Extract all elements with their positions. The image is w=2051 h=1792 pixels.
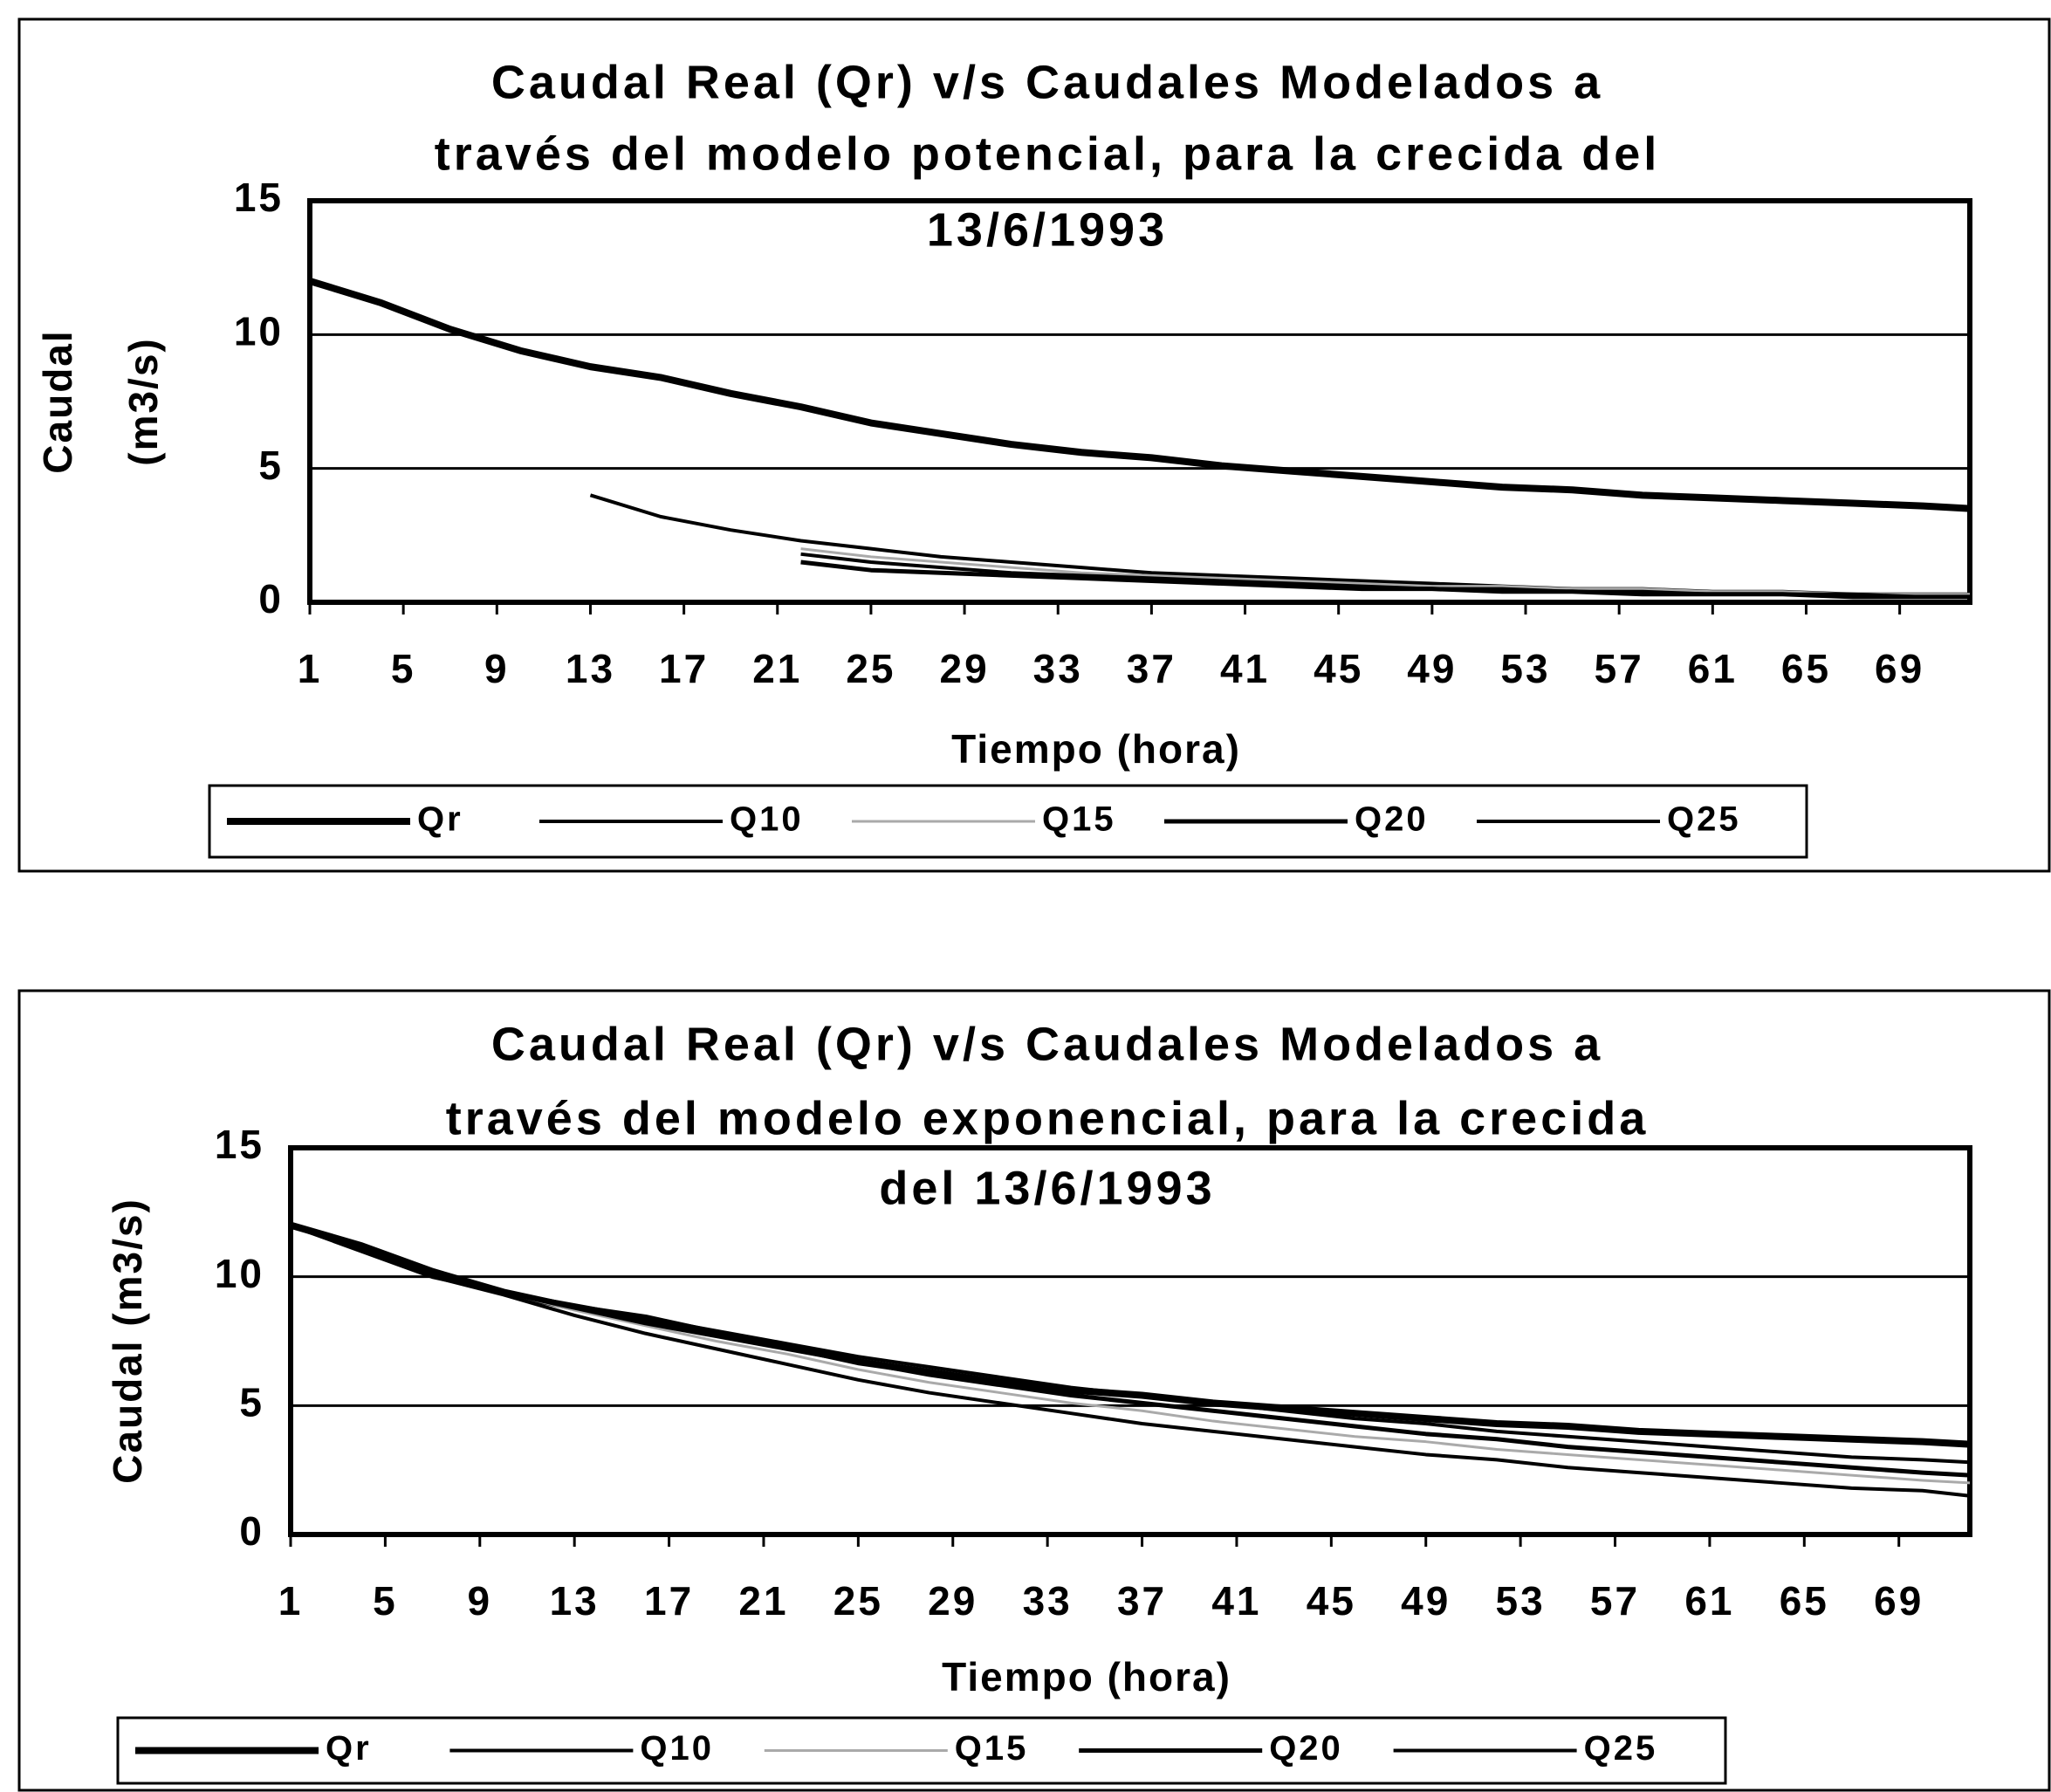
- plot-border: [288, 1145, 1972, 1537]
- x-tick-label: 61: [1684, 1578, 1734, 1624]
- plot-border: [307, 198, 1972, 605]
- y-tick-label: 10: [234, 308, 284, 354]
- series-line: [800, 552, 1970, 599]
- x-tick-label: 69: [1875, 646, 1924, 691]
- series-line: [800, 547, 1970, 596]
- legend-label: Q15: [1042, 800, 1116, 839]
- y-tick-label: 15: [234, 175, 284, 220]
- y-axis-label: Caudal (m3/s): [105, 1198, 150, 1484]
- x-tick-label: 25: [846, 646, 895, 691]
- legend-label: Q20: [1269, 1729, 1343, 1768]
- y-tick-label: 5: [258, 443, 284, 488]
- series-line: [289, 1221, 1971, 1448]
- x-axis-label: Tiempo (hora): [942, 1654, 1231, 1699]
- legend-label: Qr: [326, 1729, 372, 1768]
- x-tick-label: 29: [939, 646, 989, 691]
- x-tick-label: 69: [1874, 1578, 1924, 1624]
- x-tick-label: 49: [1401, 1578, 1451, 1624]
- x-tick-label: 49: [1407, 646, 1457, 691]
- x-tick-label: 57: [1590, 1578, 1640, 1624]
- x-tick-label: 33: [1033, 646, 1083, 691]
- chart-title: Caudal Real (Qr) v/s Caudales Modelados …: [491, 1018, 1603, 1070]
- x-tick-label: 65: [1781, 646, 1831, 691]
- x-tick-label: 37: [1127, 646, 1176, 691]
- x-tick-label: 33: [1023, 1578, 1073, 1624]
- chart-frame: [17, 989, 2051, 1792]
- x-tick-label: 53: [1500, 646, 1550, 691]
- chart-frame: [17, 17, 2051, 873]
- legend-label: Q20: [1355, 800, 1429, 839]
- x-tick-label: 29: [928, 1578, 977, 1624]
- y-axis-label: Caudal: [35, 329, 80, 473]
- x-tick-label: 5: [373, 1578, 398, 1624]
- series-line: [290, 1223, 1971, 1498]
- y-tick-label: 15: [215, 1122, 264, 1167]
- chart-title: 13/6/1993: [927, 203, 1168, 256]
- x-tick-label: 57: [1595, 646, 1644, 691]
- x-tick-label: 5: [391, 646, 416, 691]
- x-tick-label: 9: [484, 646, 510, 691]
- y-tick-label: 5: [239, 1379, 264, 1425]
- x-tick-label: 45: [1314, 646, 1363, 691]
- x-tick-label: 13: [566, 646, 615, 691]
- legend-label: Q10: [730, 800, 804, 839]
- x-tick-label: 25: [833, 1578, 883, 1624]
- x-tick-label: 53: [1496, 1578, 1546, 1624]
- legend-label: Q25: [1667, 800, 1741, 839]
- x-tick-label: 1: [278, 1578, 304, 1624]
- x-tick-label: 21: [738, 1578, 788, 1624]
- x-tick-label: 41: [1211, 1578, 1261, 1624]
- legend-label: Q25: [1584, 1729, 1658, 1768]
- series-line: [308, 278, 1971, 512]
- y-tick-label: 0: [239, 1508, 264, 1554]
- series-line: [290, 1223, 1971, 1465]
- chart-title: través del modelo potencial, para la cre…: [435, 127, 1660, 180]
- y-tick-label: 0: [258, 576, 284, 621]
- x-tick-label: 17: [659, 646, 709, 691]
- y-axis-label: (m3/s): [120, 337, 166, 465]
- x-tick-label: 37: [1117, 1578, 1167, 1624]
- x-tick-label: 61: [1688, 646, 1738, 691]
- chart-title: Caudal Real (Qr) v/s Caudales Modelados …: [491, 56, 1603, 108]
- chart-title: del 13/6/1993: [879, 1162, 1215, 1214]
- chart-title: través del modelo exponencial, para la c…: [446, 1092, 1650, 1144]
- x-tick-label: 21: [752, 646, 802, 691]
- x-tick-label: 41: [1220, 646, 1270, 691]
- legend-label: Q10: [640, 1729, 714, 1768]
- series-line: [290, 1224, 1971, 1485]
- x-axis-label: Tiempo (hora): [951, 726, 1241, 772]
- x-tick-label: 9: [467, 1578, 492, 1624]
- series-line: [290, 1223, 1971, 1478]
- legend-label: Qr: [417, 800, 463, 839]
- x-tick-label: 1: [298, 646, 323, 691]
- x-tick-label: 13: [550, 1578, 600, 1624]
- x-tick-label: 45: [1307, 1578, 1356, 1624]
- legend-label: Q15: [955, 1729, 1029, 1768]
- x-tick-label: 17: [644, 1578, 694, 1624]
- x-tick-label: 65: [1780, 1578, 1829, 1624]
- y-tick-label: 10: [215, 1251, 264, 1296]
